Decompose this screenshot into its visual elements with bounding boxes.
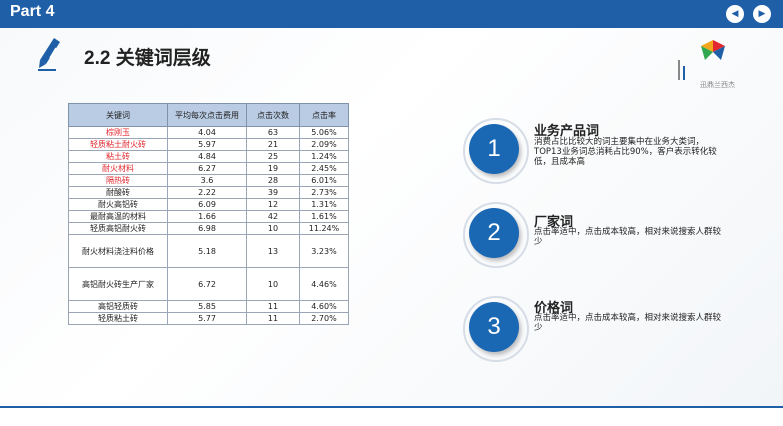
ctr-cell: 5.06%	[299, 126, 349, 139]
cost-cell: 4.84	[167, 150, 247, 163]
keyword-cell: 粘土砖	[68, 150, 168, 163]
cost-cell: 4.04	[167, 126, 247, 139]
table-row: 最耐高温的材料 1.66 42 1.61%	[68, 210, 349, 223]
table-row: 耐酸砖 2.22 39 2.73%	[68, 186, 349, 199]
ctr-cell: 6.01%	[299, 174, 349, 187]
point-number-1: 1	[469, 124, 519, 174]
keyword-cell: 高铝轻质砖	[68, 300, 168, 313]
keyword-cell: 耐火高铝砖	[68, 198, 168, 211]
cost-cell: 5.77	[167, 312, 247, 325]
cost-cell: 5.18	[167, 234, 247, 268]
keyword-cell: 轻质粘土砖	[68, 312, 168, 325]
cost-cell: 6.72	[167, 267, 247, 301]
prev-slide-button[interactable]: ◀	[726, 5, 744, 23]
keyword-cell: 轻质高铝耐火砖	[68, 222, 168, 235]
right-arrow-icon: ▶	[758, 9, 766, 19]
clicks-cell: 25	[246, 150, 300, 163]
table-row: 隔热砖 3.6 28 6.01%	[68, 174, 349, 187]
clicks-cell: 10	[246, 267, 300, 301]
top-bar: Part 4 ◀ ▶	[0, 0, 783, 28]
point-desc-1: 消费占比比较大的词主要集中在业务大类词，TOP13业务词总消耗占比90%，客户表…	[534, 137, 717, 167]
ctr-cell: 1.61%	[299, 210, 349, 223]
clicks-cell: 11	[246, 312, 300, 325]
table-row: 耐火高铝砖 6.09 12 1.31%	[68, 198, 349, 211]
point-title-2: 厂家词	[534, 215, 574, 230]
cost-cell: 1.66	[167, 210, 247, 223]
clicks-cell: 11	[246, 300, 300, 313]
ctr-cell: 2.09%	[299, 138, 349, 151]
point-desc-2: 点击率适中，点击成本较高，相对来说搜索人群较少	[534, 227, 722, 247]
keyword-cell: 耐火材料浇注料价格	[68, 234, 168, 268]
clicks-cell: 10	[246, 222, 300, 235]
clicks-cell: 42	[246, 210, 300, 223]
table-row: 棕刚玉 4.04 63 5.06%	[68, 126, 349, 139]
ctr-cell: 2.70%	[299, 312, 349, 325]
ctr-cell: 2.73%	[299, 186, 349, 199]
keyword-cell: 隔热砖	[68, 174, 168, 187]
cost-cell: 5.85	[167, 300, 247, 313]
table-row: 高铝轻质砖 5.85 11 4.60%	[68, 300, 349, 313]
cost-cell: 6.98	[167, 222, 247, 235]
cost-cell: 6.27	[167, 162, 247, 175]
page-title: 2.2 关键词层级	[84, 48, 211, 69]
table-row: 耐火材料浇注料价格 5.18 13 3.23%	[68, 234, 349, 268]
clicks-cell: 19	[246, 162, 300, 175]
cost-cell: 3.6	[167, 174, 247, 187]
clicks-cell: 39	[246, 186, 300, 199]
point-desc-3: 点击率适中，点击成本较高，相对来说搜索人群较少	[534, 313, 722, 333]
table-row: 高铝耐火砖生产厂家 6.72 10 4.46%	[68, 267, 349, 301]
table-row: 轻质高铝耐火砖 6.98 10 11.24%	[68, 222, 349, 235]
ctr-cell: 2.45%	[299, 162, 349, 175]
keyword-cell: 高铝耐火砖生产厂家	[68, 267, 168, 301]
keyword-cell: 耐酸砖	[68, 186, 168, 199]
circle-ring	[463, 118, 529, 184]
bottom-bar	[0, 408, 783, 426]
column-header: 点击率	[299, 103, 349, 127]
clicks-cell: 28	[246, 174, 300, 187]
keyword-table: 关键词 平均每次点击费用 点击次数 点击率 棕刚玉 4.04 63 5.06% 轻质粘土…	[68, 103, 349, 325]
logo-text: 迅鼎兰西杰	[700, 81, 735, 89]
clicks-cell: 12	[246, 198, 300, 211]
circle-ring	[463, 202, 529, 268]
keyword-cell: 最耐高温的材料	[68, 210, 168, 223]
bottom-divider	[0, 406, 783, 408]
table-row: 轻质粘土砖 5.77 11 2.70%	[68, 312, 349, 325]
column-header: 关键词	[68, 103, 168, 127]
left-arrow-icon: ◀	[731, 9, 739, 19]
clicks-cell: 63	[246, 126, 300, 139]
cost-cell: 2.22	[167, 186, 247, 199]
clicks-cell: 21	[246, 138, 300, 151]
column-header: 点击次数	[246, 103, 300, 127]
clicks-cell: 13	[246, 234, 300, 268]
cost-cell: 6.09	[167, 198, 247, 211]
point-number-3: 3	[469, 302, 519, 352]
ctr-cell: 4.60%	[299, 300, 349, 313]
ctr-cell: 1.24%	[299, 150, 349, 163]
table-row: 粘土砖 4.84 25 1.24%	[68, 150, 349, 163]
column-header: 平均每次点击费用	[167, 103, 247, 127]
ctr-cell: 1.31%	[299, 198, 349, 211]
table-header-row: 关键词 平均每次点击费用 点击次数 点击率	[68, 103, 349, 127]
table-row: 耐火材料 6.27 19 2.45%	[68, 162, 349, 175]
point-title-3: 价格词	[534, 301, 574, 316]
keyword-cell: 耐火材料	[68, 162, 168, 175]
brand-logo	[678, 40, 725, 80]
keyword-cell: 棕刚玉	[68, 126, 168, 139]
point-number-2: 2	[469, 208, 519, 258]
cost-cell: 5.97	[167, 138, 247, 151]
table-row: 轻质粘土耐火砖 5.97 21 2.09%	[68, 138, 349, 151]
next-slide-button[interactable]: ▶	[753, 5, 771, 23]
ctr-cell: 4.46%	[299, 267, 349, 301]
point-title-1: 业务产品词	[534, 124, 600, 139]
part-label: Part 4	[10, 3, 55, 20]
ctr-cell: 3.23%	[299, 234, 349, 268]
circle-ring	[463, 296, 529, 362]
keyword-cell: 轻质粘土耐火砖	[68, 138, 168, 151]
ctr-cell: 11.24%	[299, 222, 349, 235]
pen-icon	[38, 38, 60, 71]
